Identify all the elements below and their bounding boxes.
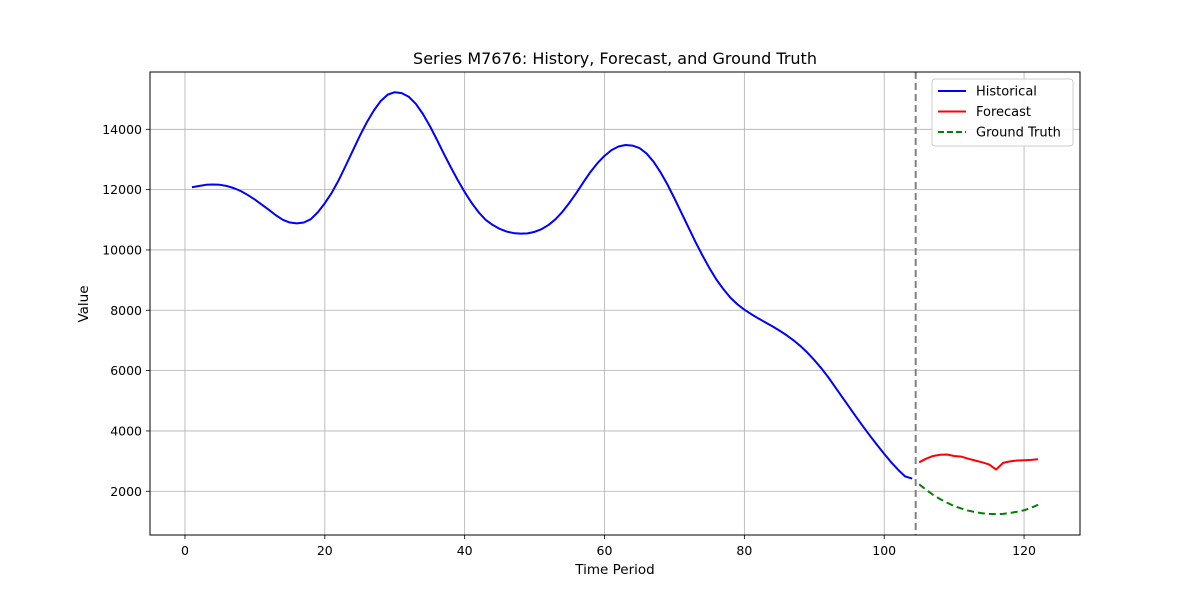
- x-tick-label: 20: [317, 543, 333, 558]
- legend: Historical Forecast Ground Truth: [931, 78, 1074, 147]
- legend-label: Historical: [976, 85, 1037, 100]
- legend-label: Ground Truth: [976, 126, 1061, 141]
- grid-lines: [150, 72, 1080, 535]
- series-line-historical: [191, 91, 913, 480]
- x-tick-label: 80: [736, 543, 752, 558]
- series-line-forecast: [918, 453, 1039, 471]
- x-axis-label: Time Period: [574, 562, 654, 578]
- axis-ticks: 0 20 40 60 80 100 120 2000 4000 6000 8000 10000 1200…: [102, 122, 1036, 558]
- y-tick-label: 8000: [110, 303, 142, 318]
- x-tick-label: 120: [1012, 543, 1036, 558]
- y-tick-label: 12000: [102, 182, 142, 197]
- y-tick-label: 14000: [102, 122, 142, 137]
- chart-title: Series M7676: History, Forecast, and Gro…: [413, 49, 817, 68]
- legend-label: Forecast: [976, 105, 1031, 120]
- x-tick-label: 0: [181, 543, 189, 558]
- x-tick-label: 40: [457, 543, 473, 558]
- y-tick-label: 2000: [110, 484, 142, 499]
- legend-box: [931, 78, 1074, 147]
- plot-frame: [149, 71, 1081, 536]
- x-tick-label: 100: [872, 543, 896, 558]
- series-lines: [191, 91, 1039, 516]
- y-tick-label: 10000: [102, 242, 142, 257]
- x-tick-label: 60: [597, 543, 613, 558]
- series-line-ground-truth: [918, 483, 1039, 516]
- y-tick-label: 6000: [110, 363, 142, 378]
- y-axis-label: Value: [76, 285, 92, 322]
- y-tick-label: 4000: [110, 423, 142, 438]
